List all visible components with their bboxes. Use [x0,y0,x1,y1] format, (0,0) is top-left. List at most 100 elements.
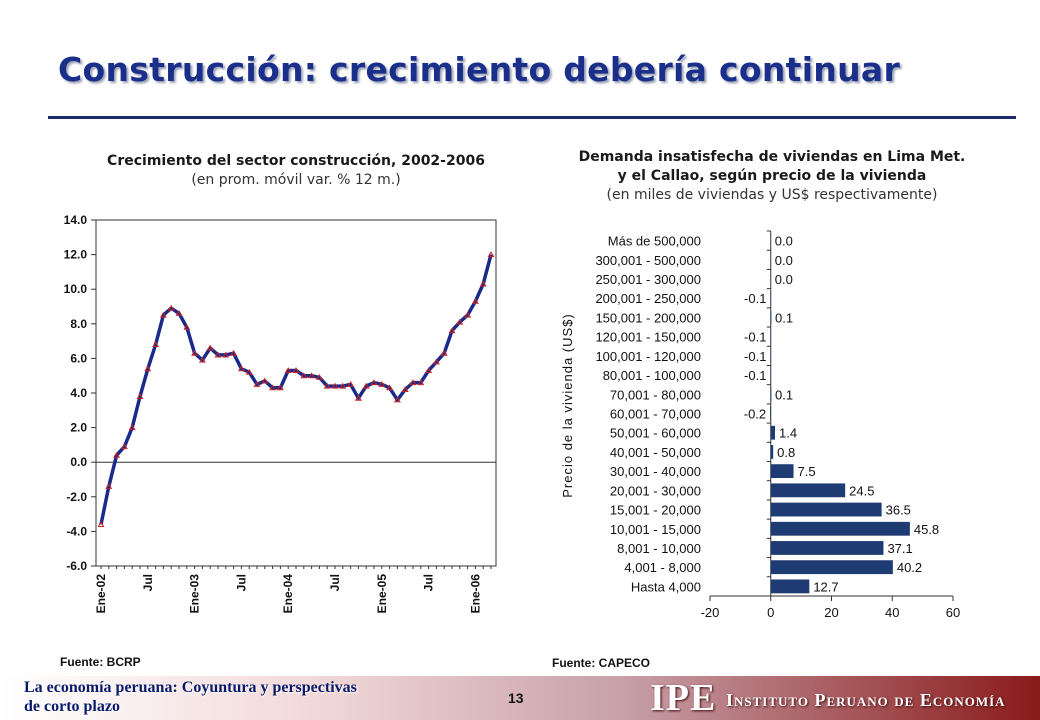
data-point-marker [191,349,199,356]
data-point-marker [393,396,401,403]
bar-x-tick-label: 40 [885,605,899,620]
data-point-marker [339,382,347,389]
data-point-marker [300,372,308,379]
data-point-marker [370,379,378,386]
bar-category-label: 70,001 - 80,000 [610,387,701,402]
data-point-marker [276,384,284,391]
housing-demand-bar [770,348,772,363]
ipe-logo: IPE [650,677,717,719]
data-point-marker [432,358,440,365]
bar-value-label: 37.1 [887,541,912,556]
data-point-marker [237,365,245,372]
bar-value-label: 7.5 [798,464,816,479]
bar-category-label: Hasta 4,000 [631,579,701,594]
data-point-marker [331,382,339,389]
bar-value-label: -0.1 [744,349,766,364]
x-tick-label: Ene-03 [188,574,202,614]
bar-category-label: 40,001 - 50,000 [610,445,701,460]
bar-value-label: 1.4 [779,426,797,441]
title-divider [48,116,1016,119]
data-point-marker [409,379,417,386]
data-point-marker [479,280,487,287]
bar-category-label: Más de 500,000 [608,234,701,249]
bar-category-label: 50,001 - 60,000 [610,426,701,441]
housing-demand-bar [770,329,772,344]
bar-category-label: 20,001 - 30,000 [610,483,701,498]
y-tick-label: 0.0 [70,455,87,469]
data-point-marker [222,351,230,358]
x-tick-label: Jul [422,574,436,591]
data-point-marker [175,310,183,316]
housing-demand-bar [770,406,771,421]
data-point-marker [97,521,105,527]
bar-value-label: 0.0 [775,253,793,268]
housing-demand-bar [770,502,882,517]
institute-name: Instituto Peruano de Economía [726,690,1006,710]
data-point-marker [269,384,277,391]
housing-demand-bar [770,579,810,594]
bar-value-label: 12.7 [813,579,838,594]
data-point-marker [401,386,409,393]
bar-chart-subtitle: (en miles de viviendas y US$ respectivam… [606,187,938,203]
footer-bar [0,676,1040,720]
footer-line1: La economía peruana: Coyuntura y perspec… [24,679,357,696]
housing-demand-bar [770,368,772,382]
data-point-marker [253,380,261,387]
housing-demand-bar [770,483,846,498]
bar-chart-title-block: Demanda insatisfecha de viviendas en Lim… [552,148,992,205]
data-point-marker [105,483,113,489]
data-point-marker [315,374,323,380]
bar-value-label: -0.1 [744,330,766,345]
footer-caption: La economía peruana: Coyuntura y perspec… [24,678,357,716]
slide-title: Construcción: crecimiento debería contin… [58,50,901,89]
bar-category-label: 80,001 - 100,000 [603,368,701,383]
y-tick-label: -2.0 [66,490,87,504]
housing-demand-bar [770,425,776,440]
line-chart-source: Fuente: BCRP [60,655,141,669]
line-chart-title-block: Crecimiento del sector construcción, 200… [76,152,516,190]
bar-category-label: 200,001 - 250,000 [595,291,701,306]
data-point-marker [261,377,269,384]
data-point-marker [144,365,152,372]
housing-demand-bar [770,445,774,459]
bar-category-label: 30,001 - 40,000 [610,464,701,479]
data-point-marker [159,311,167,318]
data-point-marker [136,393,144,399]
data-point-marker [425,367,433,374]
data-point-marker [440,349,448,356]
x-tick-label: Ene-06 [468,574,482,614]
x-tick-label: Ene-05 [375,574,389,614]
bar-value-label: 0.1 [775,387,793,402]
line-chart-subtitle: (en prom. móvil var. % 12 m.) [191,172,401,188]
housing-demand-bar [770,541,884,555]
bar-y-axis-label: Precio de la vivienda (US$) [560,313,575,498]
bar-category-label: 150,001 - 200,000 [595,310,701,325]
page-number: 13 [508,690,524,706]
bar-value-label: 40.2 [897,560,922,575]
data-point-marker [292,367,300,374]
data-point-marker [113,451,121,458]
data-point-marker [417,379,425,386]
y-tick-label: 12.0 [64,248,88,262]
bar-value-label: 36.5 [886,503,911,518]
data-point-marker [354,394,362,401]
bar-category-label: 4,001 - 8,000 [624,560,701,575]
y-tick-label: 10.0 [64,282,88,296]
data-point-marker [284,367,292,374]
bar-chart-source: Fuente: CAPECO [552,656,651,670]
bar-value-label: 0.1 [775,310,793,325]
bar-category-label: 10,001 - 15,000 [610,522,701,537]
data-point-marker [456,318,464,325]
housing-demand-bar [770,387,772,402]
bar-x-tick-label: 20 [824,605,838,620]
data-point-marker [198,356,206,363]
bar-x-tick-label: -20 [701,605,720,620]
data-point-marker [167,304,175,311]
housing-demand-bar [770,521,910,536]
bar-chart-title-line1: Demanda insatisfecha de viviendas en Lim… [578,149,966,165]
x-tick-label: Ene-04 [281,574,295,614]
bar-category-label: 120,001 - 150,000 [595,330,701,345]
y-tick-label: 2.0 [70,421,87,435]
